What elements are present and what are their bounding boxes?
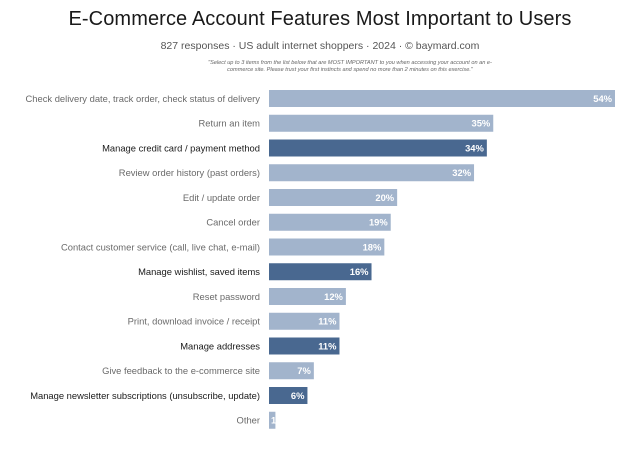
bar-row: Review order history (past orders) 32% xyxy=(119,164,475,182)
bar xyxy=(269,362,314,380)
category-label: Other xyxy=(237,415,260,426)
value-label: 19% xyxy=(369,217,388,228)
value-label: 20% xyxy=(375,192,394,203)
bar-row: Print, download invoice / receipt 11% xyxy=(128,312,340,330)
category-label: Give feedback to the e-commerce site xyxy=(102,365,260,376)
category-label: Reset password xyxy=(193,291,260,302)
bar-row: Manage credit card / payment method 34% xyxy=(102,139,487,157)
value-label: 12% xyxy=(324,291,343,302)
bar-row: Check delivery date, track order, check … xyxy=(26,90,615,107)
bar xyxy=(269,189,398,206)
bar-row: Manage newsletter subscriptions (unsubsc… xyxy=(30,387,308,404)
value-label: 34% xyxy=(465,142,484,153)
bar xyxy=(269,114,494,132)
category-label: Manage newsletter subscriptions (unsubsc… xyxy=(30,390,260,401)
category-label: Manage wishlist, saved items xyxy=(138,266,260,277)
value-label: 35% xyxy=(471,118,490,129)
bar-row: Cancel order 19% xyxy=(206,213,391,231)
value-label: 32% xyxy=(452,167,471,178)
bar xyxy=(269,263,372,281)
bar xyxy=(269,312,340,330)
value-label: 16% xyxy=(350,266,369,277)
category-label: Check delivery date, track order, check … xyxy=(26,93,261,104)
bar-row: Edit / update order 20% xyxy=(183,189,398,206)
bar xyxy=(269,139,487,157)
bar xyxy=(269,164,475,182)
chart-subtitle: 827 responses · US adult internet shoppe… xyxy=(160,40,480,52)
bar xyxy=(269,288,346,305)
bar xyxy=(269,337,340,355)
category-label: Cancel order xyxy=(206,217,260,228)
bar-row: Manage wishlist, saved items 16% xyxy=(138,263,372,281)
category-label: Manage credit card / payment method xyxy=(102,142,260,153)
category-label: Contact customer service (call, live cha… xyxy=(61,241,260,252)
value-label: 11% xyxy=(318,316,337,327)
chart-title: E-Commerce Account Features Most Importa… xyxy=(68,8,572,30)
bar xyxy=(269,213,391,231)
bar xyxy=(269,387,308,404)
category-label: Return an item xyxy=(199,118,261,129)
bar xyxy=(269,238,385,256)
bar xyxy=(269,90,615,107)
bar xyxy=(269,411,276,429)
category-label: Manage addresses xyxy=(180,340,260,351)
value-label: 7% xyxy=(297,365,311,376)
bar-row: Return an item 35% xyxy=(199,114,494,132)
bar-row: Give feedback to the e-commerce site 7% xyxy=(102,362,314,380)
value-label: 6% xyxy=(291,390,305,401)
bar-row: Reset password 12% xyxy=(193,288,346,305)
bar-row: Manage addresses 11% xyxy=(180,337,340,355)
value-label: 11% xyxy=(318,340,337,351)
value-label: 54% xyxy=(593,93,612,104)
category-label: Edit / update order xyxy=(183,192,260,203)
value-label: 1% xyxy=(271,415,285,426)
survey-question-note: "Select up to 3 items from the list belo… xyxy=(208,60,492,73)
bar-row: Other 1% xyxy=(237,411,285,429)
bar-row: Contact customer service (call, live cha… xyxy=(61,238,385,256)
category-label: Print, download invoice / receipt xyxy=(128,316,261,327)
category-label: Review order history (past orders) xyxy=(119,167,260,178)
value-label: 18% xyxy=(363,241,382,252)
